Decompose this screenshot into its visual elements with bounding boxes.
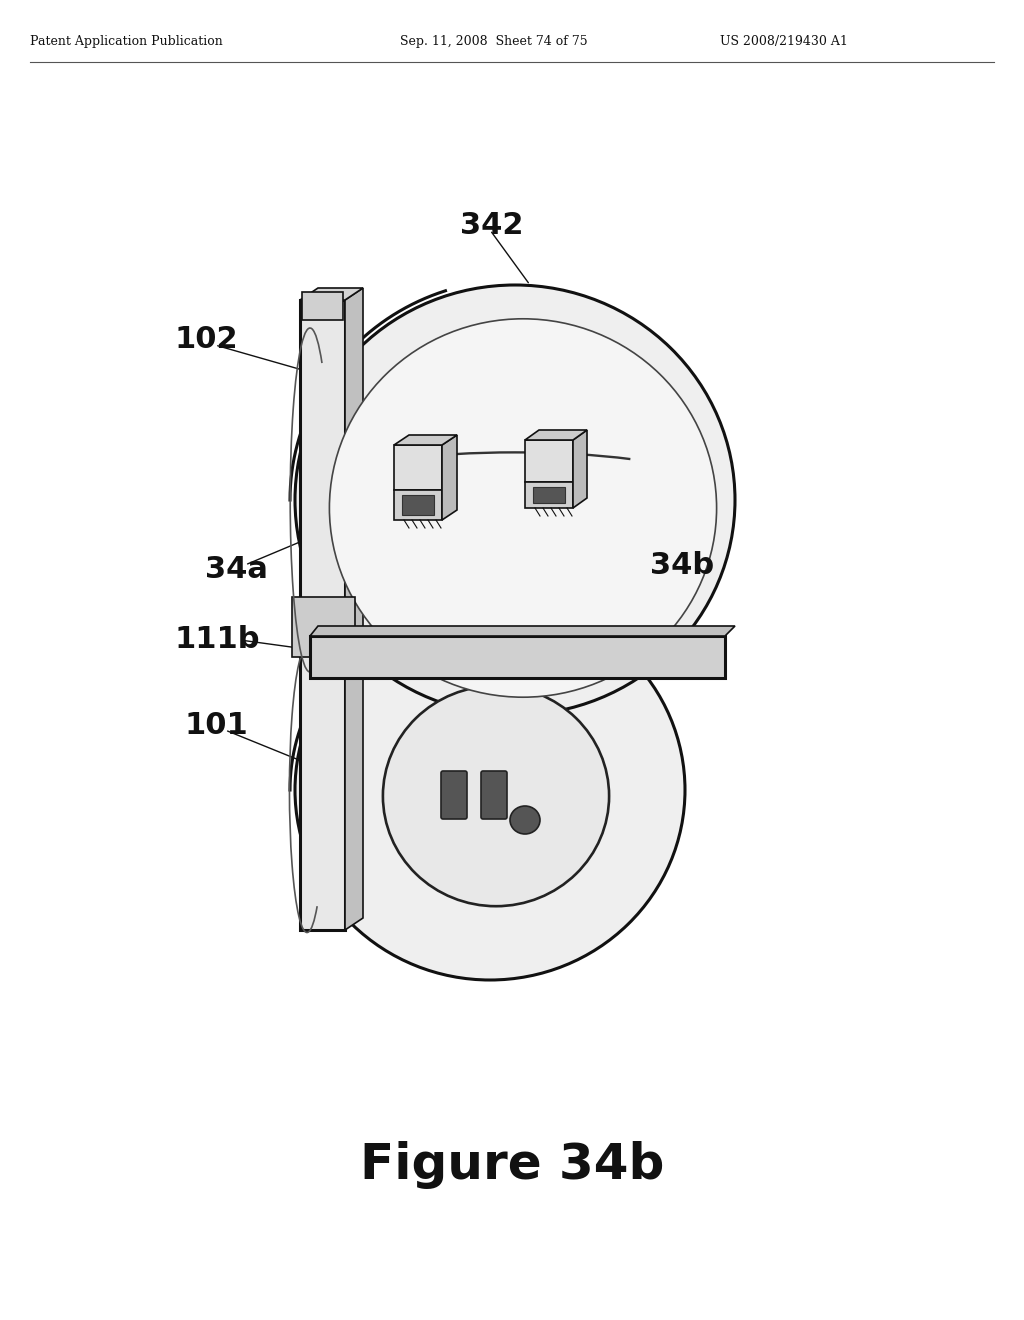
FancyBboxPatch shape [441, 771, 467, 818]
Polygon shape [394, 445, 442, 490]
Text: Patent Application Publication: Patent Application Publication [30, 36, 223, 49]
Polygon shape [292, 597, 355, 657]
Polygon shape [310, 636, 725, 678]
Polygon shape [525, 440, 573, 482]
Polygon shape [525, 430, 587, 440]
Polygon shape [345, 288, 362, 931]
Polygon shape [394, 490, 442, 520]
Ellipse shape [383, 686, 609, 907]
Ellipse shape [295, 601, 685, 979]
Ellipse shape [295, 285, 735, 715]
Polygon shape [310, 626, 735, 636]
Polygon shape [534, 487, 565, 503]
Text: 34b: 34b [650, 550, 714, 579]
Text: 34a: 34a [205, 556, 268, 585]
Ellipse shape [330, 319, 717, 697]
Polygon shape [442, 436, 457, 520]
FancyBboxPatch shape [481, 771, 507, 818]
Text: US 2008/219430 A1: US 2008/219430 A1 [720, 36, 848, 49]
Text: Figure 34b: Figure 34b [359, 1140, 665, 1189]
Text: 101: 101 [185, 710, 249, 739]
Polygon shape [300, 288, 362, 300]
Polygon shape [302, 292, 343, 319]
Polygon shape [573, 430, 587, 508]
Polygon shape [300, 300, 345, 931]
Text: 111b: 111b [175, 626, 260, 655]
Text: Sep. 11, 2008  Sheet 74 of 75: Sep. 11, 2008 Sheet 74 of 75 [400, 36, 588, 49]
Ellipse shape [510, 807, 540, 834]
Polygon shape [525, 482, 573, 508]
Polygon shape [402, 495, 434, 515]
Polygon shape [394, 436, 457, 445]
Text: 342: 342 [460, 210, 523, 239]
Text: 102: 102 [175, 326, 239, 355]
